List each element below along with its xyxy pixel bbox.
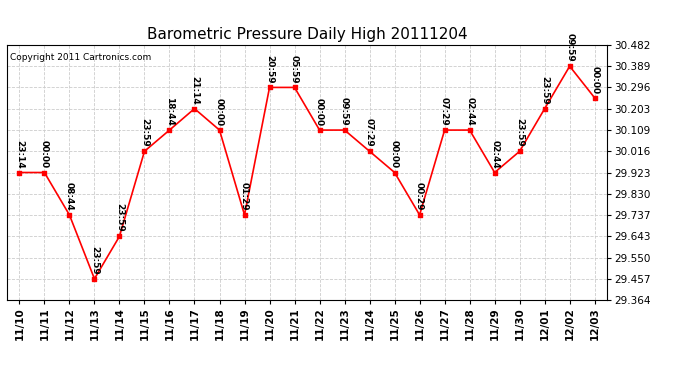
Text: 00:00: 00:00 <box>390 140 399 168</box>
Text: 02:44: 02:44 <box>465 97 474 126</box>
Point <box>214 127 225 133</box>
Point <box>239 212 250 218</box>
Point <box>464 127 475 133</box>
Text: 23:59: 23:59 <box>515 118 524 147</box>
Point <box>339 127 350 133</box>
Text: 00:00: 00:00 <box>40 140 49 168</box>
Text: 23:14: 23:14 <box>15 140 24 168</box>
Text: 05:59: 05:59 <box>290 55 299 83</box>
Text: 02:44: 02:44 <box>490 140 499 168</box>
Text: 09:59: 09:59 <box>340 97 349 126</box>
Point <box>289 84 300 90</box>
Title: Barometric Pressure Daily High 20111204: Barometric Pressure Daily High 20111204 <box>147 27 467 42</box>
Point <box>114 233 125 239</box>
Point <box>364 148 375 154</box>
Point <box>489 170 500 176</box>
Point <box>389 170 400 176</box>
Text: 09:59: 09:59 <box>565 33 574 62</box>
Point <box>139 148 150 154</box>
Text: 00:29: 00:29 <box>415 182 424 211</box>
Point <box>164 127 175 133</box>
Text: 00:00: 00:00 <box>315 98 324 126</box>
Text: 07:29: 07:29 <box>440 97 449 126</box>
Point <box>414 212 425 218</box>
Text: 18:44: 18:44 <box>165 97 174 126</box>
Point <box>64 212 75 218</box>
Point <box>14 170 25 176</box>
Point <box>39 170 50 176</box>
Point <box>314 127 325 133</box>
Text: Copyright 2011 Cartronics.com: Copyright 2011 Cartronics.com <box>10 53 151 62</box>
Text: 00:00: 00:00 <box>590 66 599 94</box>
Text: 23:59: 23:59 <box>115 204 124 232</box>
Text: 23:59: 23:59 <box>540 76 549 105</box>
Text: 23:59: 23:59 <box>140 118 149 147</box>
Text: 21:14: 21:14 <box>190 76 199 105</box>
Point <box>589 95 600 101</box>
Text: 00:00: 00:00 <box>215 98 224 126</box>
Text: 20:59: 20:59 <box>265 55 274 83</box>
Point <box>539 106 550 112</box>
Text: 23:59: 23:59 <box>90 246 99 274</box>
Text: 01:29: 01:29 <box>240 182 249 211</box>
Point <box>439 127 450 133</box>
Text: 08:44: 08:44 <box>65 182 74 211</box>
Point <box>89 276 100 282</box>
Point <box>514 148 525 154</box>
Point <box>264 84 275 90</box>
Point <box>564 63 575 69</box>
Text: 07:29: 07:29 <box>365 118 374 147</box>
Point <box>189 106 200 112</box>
